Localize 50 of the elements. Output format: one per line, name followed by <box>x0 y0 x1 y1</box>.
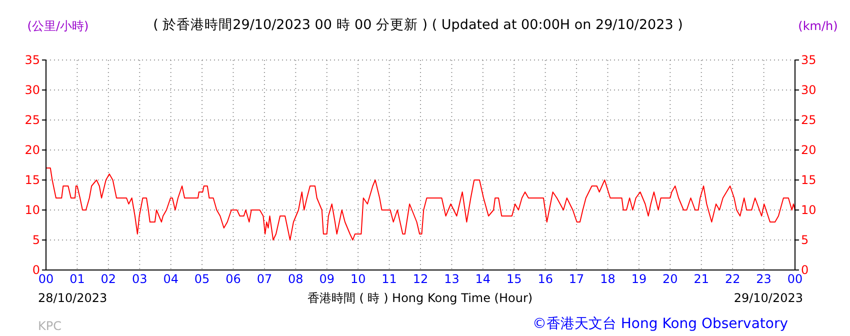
x-tick-label: 00 <box>787 272 803 286</box>
y-tick-label: 15 <box>24 173 40 188</box>
x-tick-label: 21 <box>694 272 710 286</box>
x-tick-label: 01 <box>70 272 85 286</box>
x-tick-label: 14 <box>475 272 491 286</box>
y2-tick-label: 5 <box>801 233 809 248</box>
x-tick-label: 15 <box>506 272 522 286</box>
x-tick-label: 17 <box>568 272 584 286</box>
y2-tick-label: 10 <box>801 203 816 218</box>
chart-title: ( 於香港時間29/10/2023 00 時 00 分更新 ) ( Updated at 00:00H on 29/10/2023 ) <box>153 17 683 33</box>
y-axis-title: (公里/小時) <box>27 19 89 33</box>
y2-tick-label: 20 <box>801 143 816 158</box>
x-tick-label: 11 <box>382 272 397 286</box>
y-tick-label: 20 <box>24 143 40 158</box>
y-tick-label: 35 <box>24 53 40 68</box>
y-tick-label: 30 <box>24 83 40 98</box>
x-tick-label: 12 <box>412 272 428 286</box>
x-tick-label: 02 <box>100 272 116 286</box>
y-tick-label: 5 <box>32 233 40 248</box>
x-tick-label: 22 <box>724 272 740 286</box>
x-tick-label: 07 <box>256 272 272 286</box>
y2-tick-label: 0 <box>801 263 809 278</box>
x-tick-label: 00 <box>38 272 54 286</box>
x-tick-label: 04 <box>163 272 178 286</box>
text: 28/10/2023 <box>38 291 108 305</box>
x-tick-label: 03 <box>132 272 148 286</box>
x-tick-label: 13 <box>444 272 460 286</box>
x-tick-label: 20 <box>662 272 678 286</box>
x-tick-label: 19 <box>631 272 647 286</box>
text: KPC <box>38 319 62 333</box>
y-tick-label: 0 <box>32 263 40 278</box>
y-tick-label: 25 <box>24 113 40 128</box>
text: 29/10/2023 <box>734 291 803 305</box>
y2-tick-label: 15 <box>801 173 816 188</box>
x-tick-label: 09 <box>319 272 335 286</box>
x-tick-label: 06 <box>226 272 241 286</box>
line-series <box>46 168 796 240</box>
y2-tick-label: 30 <box>801 83 816 98</box>
x-tick-label: 08 <box>288 272 304 286</box>
y2-tick-label: 25 <box>801 113 816 128</box>
y2-axis-title: (km/h) <box>798 19 838 33</box>
x-axis-title: 香港時間 ( 時 ) Hong Kong Time (Hour) <box>307 291 533 305</box>
text: ©香港天文台 Hong Kong Observatory <box>532 316 788 332</box>
y2-tick-label: 35 <box>801 53 816 68</box>
x-tick-label: 05 <box>194 272 210 286</box>
x-tick-label: 16 <box>538 272 553 286</box>
y-tick-label: 10 <box>24 203 40 218</box>
x-tick-label: 10 <box>350 272 366 286</box>
x-tick-label: 23 <box>756 272 772 286</box>
x-tick-label: 18 <box>600 272 616 286</box>
